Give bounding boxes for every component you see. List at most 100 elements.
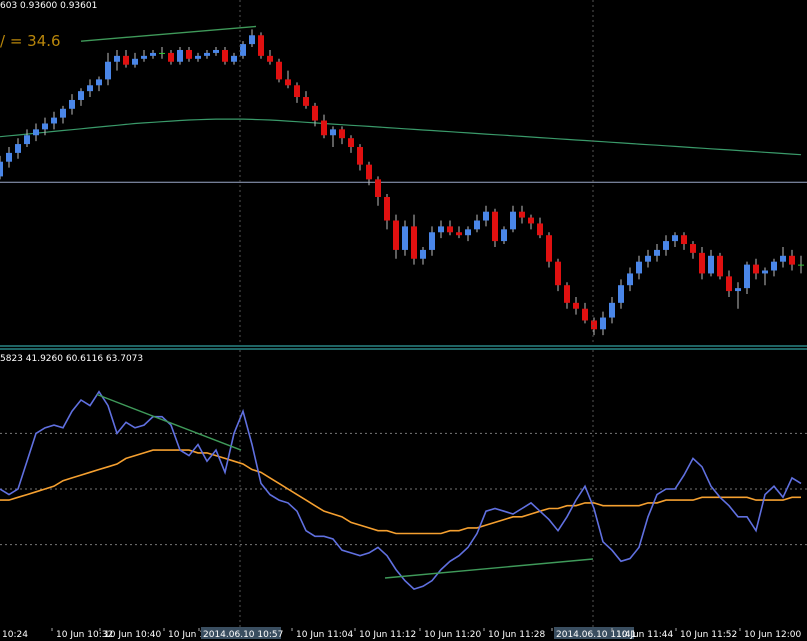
candle-body [69, 99, 75, 109]
time-axis-tick-label: 10 Jun 11:28 [488, 630, 545, 640]
candle [240, 41, 246, 59]
candle [393, 214, 399, 259]
candle [780, 246, 786, 268]
candle [123, 49, 129, 68]
candle-body [447, 226, 453, 233]
annotation-label: / = 34.6 [0, 32, 61, 50]
candle [231, 52, 237, 65]
candle-body [645, 255, 651, 262]
indicator-pane[interactable]: 5823 41.9260 60.6116 63.7073 [0, 350, 807, 628]
candle [42, 117, 48, 136]
time-axis-tick-label: 10 Jun 11:12 [359, 630, 416, 640]
time-axis-highlight [554, 627, 634, 639]
time-axis-tick-label: 2014.06.10 11:41 [556, 630, 636, 640]
candle [492, 208, 498, 247]
candle [222, 47, 228, 65]
indicator-divergence-line-lower[interactable] [384, 558, 594, 579]
time-axis-tick-label: 10 Jun 11:20 [424, 630, 481, 640]
candle-body [537, 223, 543, 236]
candle [528, 214, 534, 230]
candle [258, 32, 264, 59]
candle [105, 52, 111, 86]
candle-body [753, 264, 759, 274]
candle-body [393, 220, 399, 250]
candle [627, 267, 633, 292]
candle [312, 102, 318, 127]
candle [348, 135, 354, 153]
price-pane[interactable]: 603 0.93600 0.93601 / = 34.6 [0, 0, 807, 344]
candle-body [591, 320, 597, 330]
candle-body [78, 91, 84, 100]
candle [663, 235, 669, 256]
candle [519, 205, 525, 224]
candle-body [276, 61, 282, 80]
candle [339, 126, 345, 145]
candle [366, 161, 372, 186]
candle-body [411, 226, 417, 259]
candle-body [681, 235, 687, 245]
time-axis-tick-label: 10 Jun 11:04 [296, 630, 353, 640]
candle-body [654, 249, 660, 256]
candle-body [429, 232, 435, 250]
candle [447, 220, 453, 236]
candle-body [600, 317, 606, 330]
price-divergence-line[interactable] [80, 25, 257, 42]
candle-body [366, 164, 372, 180]
candle-body [528, 217, 534, 224]
time-axis-tick-label: 10 Jun 12:00 [744, 630, 801, 640]
candle-body [33, 129, 39, 136]
candle-body [375, 179, 381, 197]
candle [384, 194, 390, 230]
candle [636, 255, 642, 280]
candle-body [438, 226, 444, 233]
candle-body [177, 49, 183, 62]
candle-body [87, 85, 93, 92]
candle-body [15, 144, 21, 153]
candle-body [60, 108, 66, 118]
candle-body [267, 55, 273, 62]
candle [330, 126, 336, 148]
time-axis-tick-label: 2014.06.10 10:57 [203, 630, 283, 640]
candle [204, 49, 210, 59]
candle-body [555, 261, 561, 286]
candle-body [510, 211, 516, 230]
candle [249, 29, 255, 48]
candle-body [456, 232, 462, 236]
candle [33, 123, 39, 142]
candle [483, 205, 489, 227]
candle-body [249, 35, 255, 45]
candle-body [492, 211, 498, 242]
candle-body [186, 49, 192, 59]
candle [744, 261, 750, 295]
candle [51, 111, 57, 130]
time-axis-tick-label: 10 Jun 10:40 [104, 630, 161, 640]
candle-body [744, 264, 750, 289]
candle-body [483, 211, 489, 221]
candle [798, 255, 804, 274]
candle-body [771, 261, 777, 271]
candles [0, 29, 804, 336]
candle-body [213, 49, 219, 53]
candle [24, 129, 30, 148]
candle [168, 49, 174, 65]
candle-body [798, 264, 804, 266]
candle-body [663, 241, 669, 250]
time-axis-highlight [201, 627, 281, 639]
candle-body [123, 55, 129, 65]
candle-body [114, 55, 120, 62]
time-axis-tick-label: 10 Jun 11:44 [616, 630, 673, 640]
candle [672, 232, 678, 247]
candle-body [762, 270, 768, 274]
candle-body [564, 285, 570, 303]
candle-body [42, 123, 48, 130]
indicator-main-line [0, 390, 802, 591]
candle [276, 58, 282, 83]
candle [501, 226, 507, 245]
time-axis-tick-label: 10 Jun 10:32 [56, 630, 113, 640]
candle-body [348, 138, 354, 148]
candle-body [690, 244, 696, 253]
candle [60, 105, 66, 124]
indicator-divergence-line-upper[interactable] [96, 393, 242, 451]
candle [267, 49, 273, 65]
candle [735, 282, 741, 309]
